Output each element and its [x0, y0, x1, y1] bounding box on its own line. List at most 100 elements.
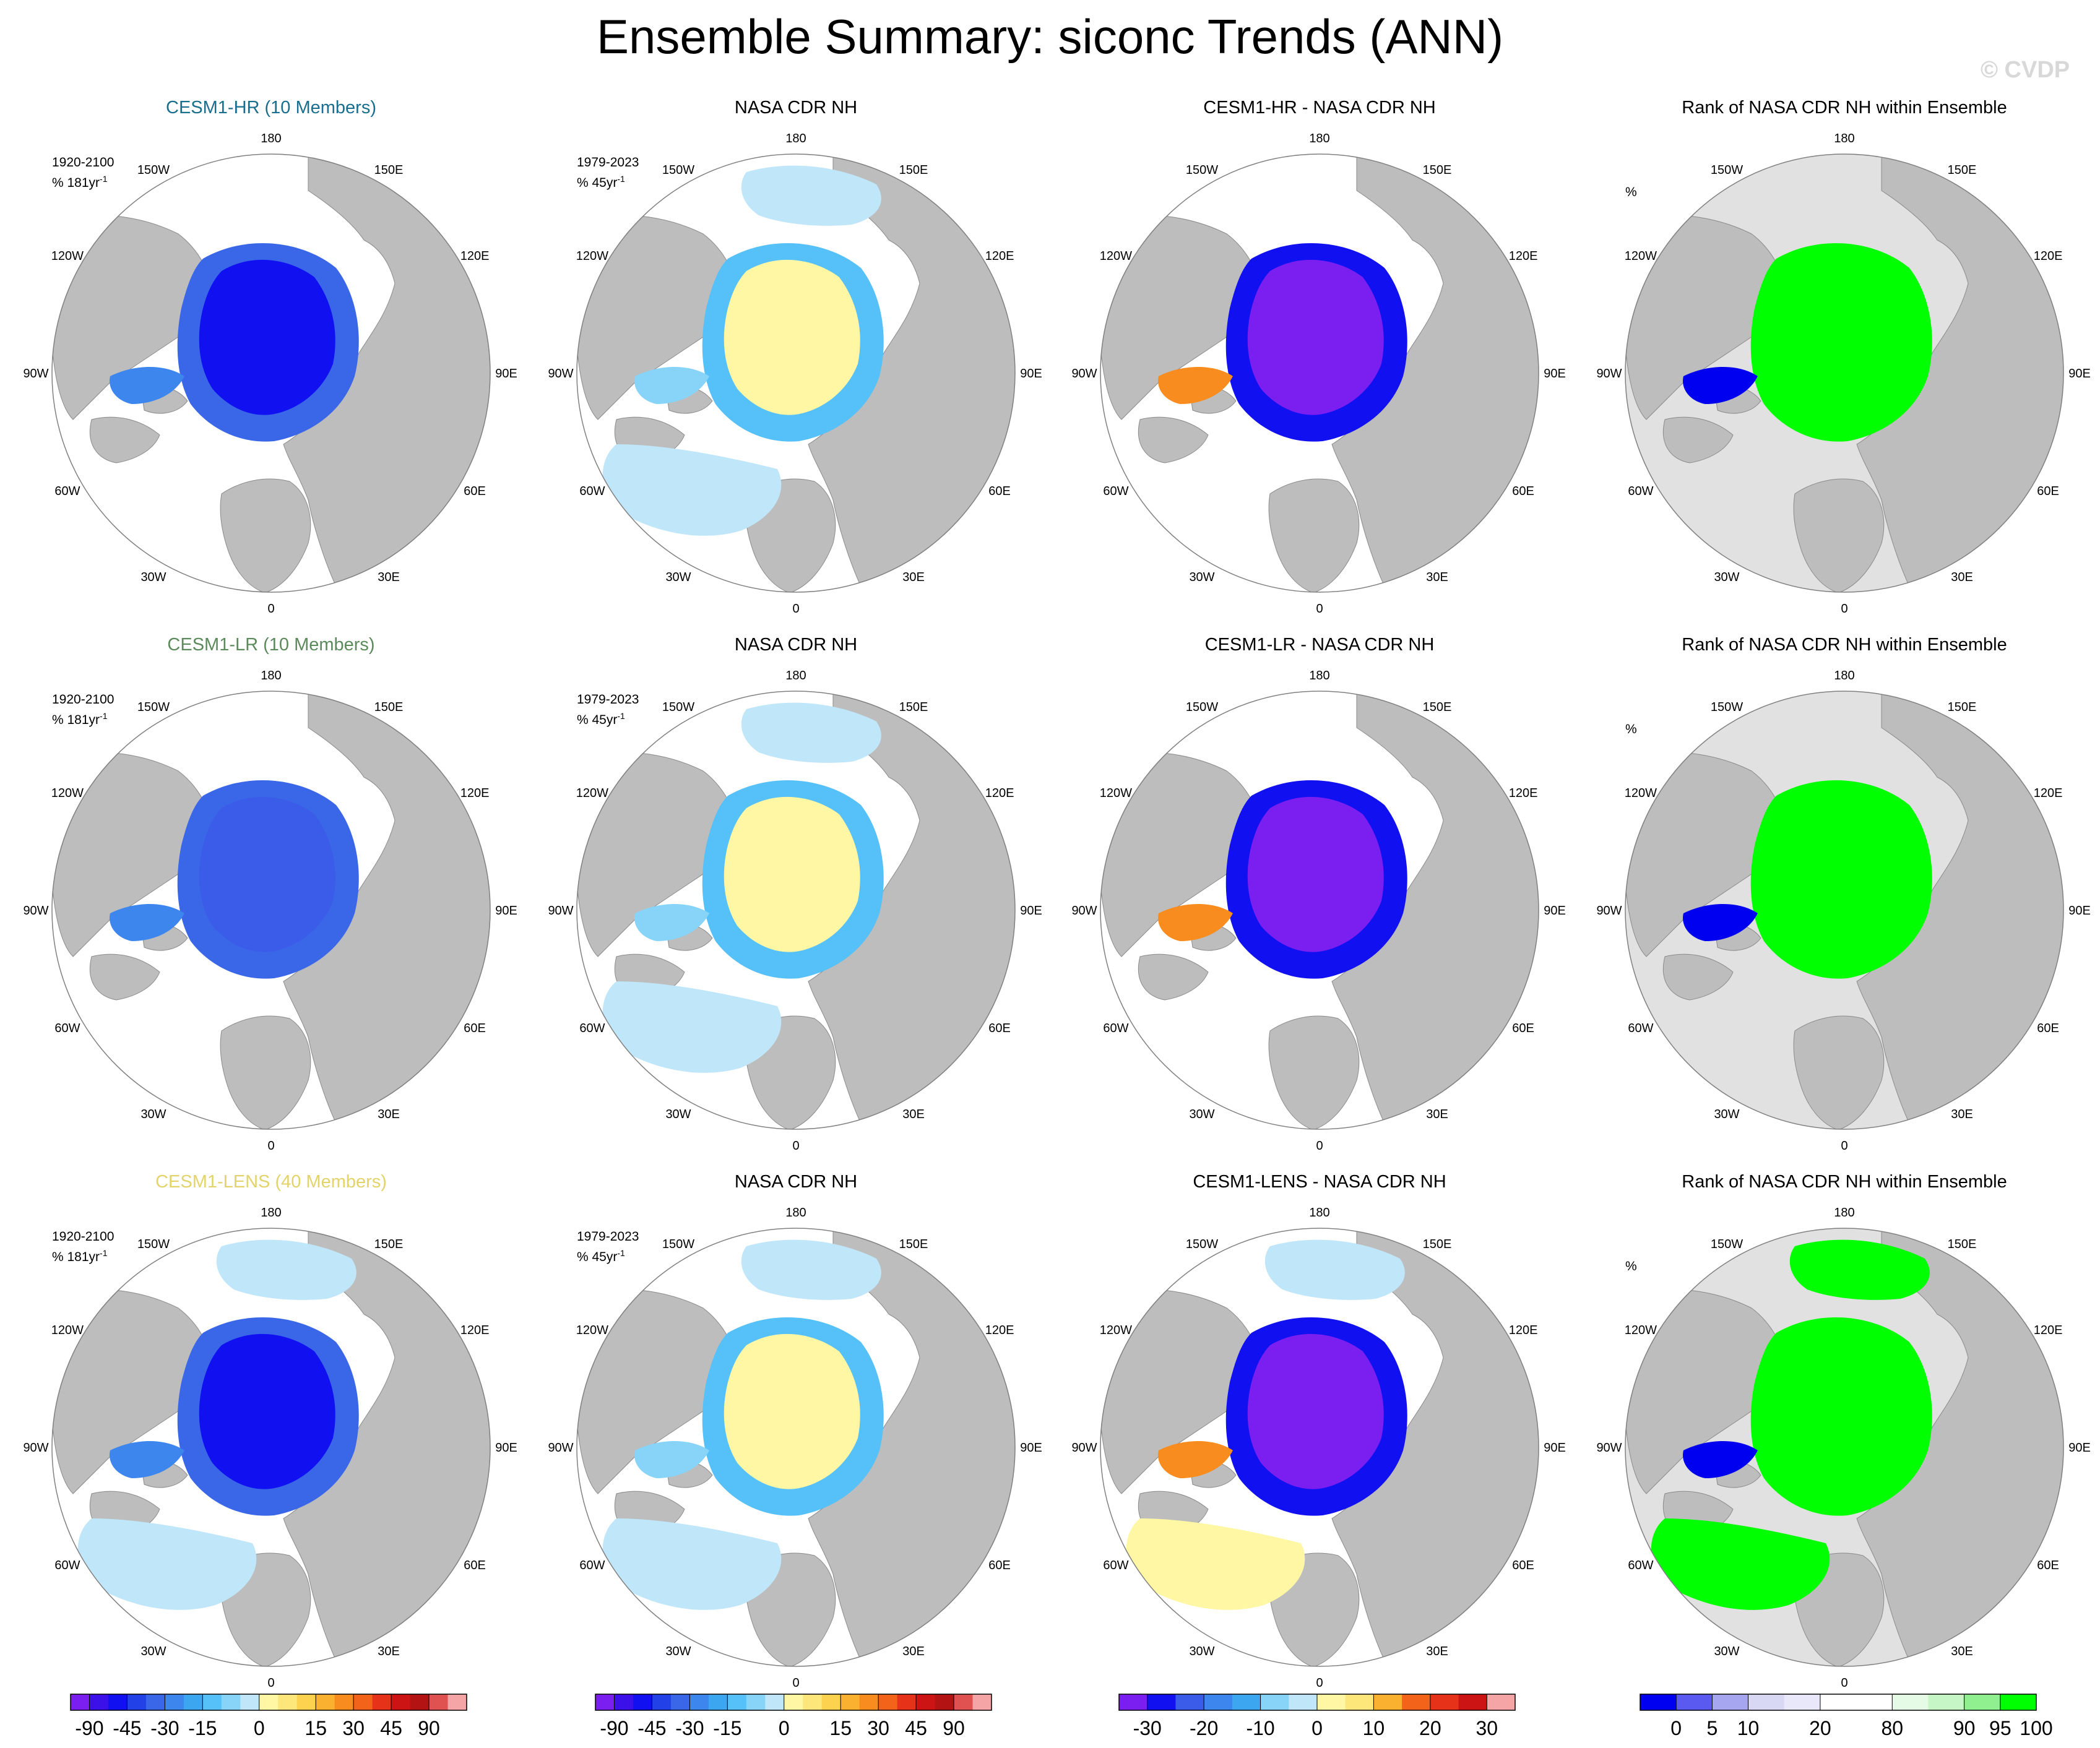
land-mass — [1793, 478, 1885, 592]
longitude-label: 120W — [1625, 1324, 1657, 1337]
colorbar-label: 15 — [829, 1717, 852, 1739]
colorbar-label: 90 — [1953, 1717, 1976, 1739]
colorbar-swatch — [821, 1694, 841, 1710]
longitude-label: 60E — [2037, 1022, 2059, 1035]
land-mass — [808, 157, 1015, 592]
longitude-label: 120W — [576, 1324, 608, 1337]
panel-title: Rank of NASA CDR NH within Ensemble — [1682, 635, 2007, 655]
longitude-label: 120E — [1509, 249, 1538, 263]
map-border — [1100, 691, 1539, 1130]
longitude-label: 180 — [1834, 1206, 1854, 1220]
land-mass — [1331, 1231, 1539, 1666]
land-mass — [1100, 1289, 1264, 1494]
land-mass — [1856, 1231, 2063, 1666]
longitude-label: 60W — [54, 1559, 80, 1572]
colorbar-swatch — [71, 1694, 90, 1710]
longitude-label: 90E — [1020, 1441, 1042, 1455]
land-mass — [1856, 694, 2063, 1129]
period-label: 1920-2100 % 181yr-1 — [52, 155, 114, 191]
colorbar-swatch — [1289, 1694, 1318, 1710]
sea-ice-atlantic — [602, 444, 782, 536]
polar-map: 180 150E 120E 90E 60E 30E 0 30W 60W 90W 120W 150W — [548, 132, 1042, 616]
longitude-label: 60E — [464, 1559, 486, 1572]
colorbar-label: 80 — [1881, 1717, 1903, 1739]
period-years: 1920-2100 — [52, 155, 115, 170]
longitude-label: 90W — [548, 367, 573, 381]
sea-ice-pacific — [1789, 1239, 1930, 1300]
longitude-label: 30W — [665, 1108, 691, 1121]
longitude-label: 120W — [1100, 786, 1132, 800]
longitude-label: 0 — [1316, 1139, 1323, 1153]
sea-ice-bay — [634, 904, 709, 941]
colorbar-swatch — [1712, 1694, 1749, 1710]
longitude-label: 90E — [495, 1441, 517, 1455]
colorbar-swatch — [727, 1694, 747, 1710]
polar-map: 180 150E 120E 90E 60E 30E 0 30W 60W 90W 120W 150W — [1071, 1206, 1565, 1690]
colorbar-swatch — [689, 1694, 709, 1710]
panel-title: Rank of NASA CDR NH within Ensemble — [1682, 98, 2007, 118]
longitude-label: 30W — [1714, 1108, 1739, 1121]
longitude-label: 150W — [1186, 700, 1218, 714]
longitude-label: 150E — [1423, 1238, 1452, 1251]
map-border — [1625, 153, 2064, 593]
land-mass — [577, 215, 741, 420]
longitude-label: 30W — [140, 1645, 166, 1658]
polar-map: 180 150E 120E 90E 60E 30E 0 30W 60W 90W 120W 150W — [548, 1206, 1042, 1690]
colorbar-label: 0 — [779, 1717, 790, 1739]
longitude-label: 60W — [579, 484, 605, 498]
longitude-label: 60W — [1103, 1022, 1128, 1035]
colorbar-swatch — [1204, 1694, 1233, 1710]
colorbar-swatch — [1147, 1694, 1176, 1710]
longitude-label: 150W — [1186, 163, 1218, 177]
longitude-label: 30E — [1426, 1645, 1448, 1658]
longitude-label: 90E — [1020, 367, 1042, 381]
sea-ice-bay — [1158, 367, 1233, 404]
map-panel-r2-c1: CESM1-LR (10 Members) 1920-2100% 181yr-1 1… — [17, 635, 525, 1167]
longitude-label: 120E — [985, 786, 1014, 800]
longitude-label: 150W — [1186, 1238, 1218, 1251]
land-mass — [577, 752, 741, 957]
trend-colorbar-model: -90 -45 -30 -15 0 15 30 45 90 — [69, 1693, 490, 1745]
colorbar-swatch — [897, 1694, 917, 1710]
colorbar-swatch — [127, 1694, 147, 1710]
colorbar-label: -45 — [637, 1717, 666, 1739]
colorbar-swatch — [1820, 1694, 1857, 1710]
land-mass — [1100, 215, 1264, 420]
sea-ice-core — [724, 1333, 860, 1489]
polar-map: 180 150E 120E 90E 60E 30E 0 30W 60W 90W 120W 150W — [23, 132, 517, 616]
longitude-label: 120W — [1100, 1324, 1132, 1337]
sea-ice-bay — [1683, 1441, 1758, 1478]
longitude-label: 90E — [1544, 367, 1566, 381]
panel-title: CESM1-HR (10 Members) — [166, 98, 376, 118]
colorbar-label: 30 — [342, 1717, 365, 1739]
cvdp-watermark: © CVDP — [1981, 57, 2070, 83]
longitude-label: 90W — [1596, 904, 1622, 918]
longitude-label: 30W — [140, 570, 166, 584]
longitude-label: 90W — [1071, 1441, 1097, 1455]
colorbar-label: 45 — [905, 1717, 927, 1739]
map-border — [1625, 1228, 2064, 1667]
longitude-label: 30E — [1426, 570, 1448, 584]
trend-unit: % 181yr-1 — [52, 711, 108, 727]
sea-ice-bay — [1158, 904, 1233, 941]
map-panel-r3-c4: Rank of NASA CDR NH within Ensemble% 180 1… — [1591, 1172, 2098, 1704]
longitude-label: 180 — [785, 1206, 806, 1220]
colorbar-label: -15 — [188, 1717, 217, 1739]
land-mass — [89, 954, 160, 1001]
trend-colorbar-obs: -90 -45 -30 -15 0 15 30 45 90 — [594, 1693, 1015, 1745]
longitude-label: 150W — [662, 1238, 694, 1251]
colorbar-swatch — [316, 1694, 335, 1710]
colorbar-swatch — [165, 1694, 184, 1710]
sea-ice-core — [1247, 259, 1384, 415]
colorbar-swatch — [108, 1694, 127, 1710]
longitude-label: 0 — [1841, 1139, 1847, 1153]
longitude-label: 60E — [1512, 1022, 1534, 1035]
longitude-label: 120W — [576, 786, 608, 800]
longitude-label: 150W — [137, 700, 170, 714]
longitude-label: 0 — [267, 602, 274, 616]
period-label: 1979-2023 % 45yr-1 — [577, 155, 639, 191]
trend-unit: % 181yr-1 — [52, 1248, 108, 1264]
polar-map: 180 150E 120E 90E 60E 30E 0 30W 60W 90W 120W 150W — [1596, 132, 2090, 616]
colorbar-swatch — [1640, 1694, 1677, 1710]
colorbar-swatch — [259, 1694, 279, 1710]
